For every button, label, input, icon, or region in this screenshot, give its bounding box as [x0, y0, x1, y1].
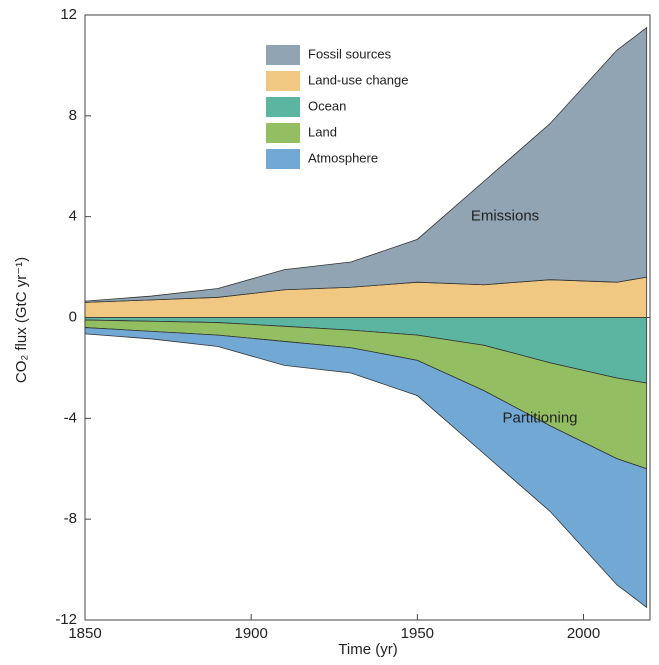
- legend-swatch: [266, 149, 300, 169]
- legend-swatch: [266, 45, 300, 65]
- legend-swatch: [266, 71, 300, 91]
- legend-label: Land: [308, 124, 337, 139]
- area: [84, 327, 648, 609]
- legend-swatch: [266, 97, 300, 117]
- legend-label: Atmosphere: [308, 150, 378, 165]
- x-axis-label: Time (yr): [338, 641, 397, 658]
- y-tick-label: 4: [69, 208, 77, 225]
- x-tick-label: 1900: [234, 625, 267, 642]
- y-tick-label: 12: [60, 6, 77, 23]
- area: [84, 26, 648, 303]
- legend-label: Fossil sources: [308, 46, 392, 61]
- y-axis-label: CO₂ flux (GtC yr⁻¹): [13, 257, 30, 383]
- x-tick-label: 1850: [68, 625, 101, 642]
- y-tick-label: -4: [64, 409, 77, 426]
- x-tick-label: 1950: [401, 625, 434, 642]
- legend-label: Land-use change: [308, 72, 408, 87]
- annotation: Emissions: [471, 208, 539, 225]
- y-tick-label: -12: [55, 611, 77, 628]
- annotation: Partitioning: [502, 409, 577, 426]
- x-tick-label: 2000: [567, 625, 600, 642]
- legend-label: Ocean: [308, 98, 346, 113]
- y-tick-label: 0: [69, 308, 77, 325]
- y-tick-label: 8: [69, 107, 77, 124]
- y-tick-label: -8: [64, 510, 77, 527]
- legend-swatch: [266, 123, 300, 143]
